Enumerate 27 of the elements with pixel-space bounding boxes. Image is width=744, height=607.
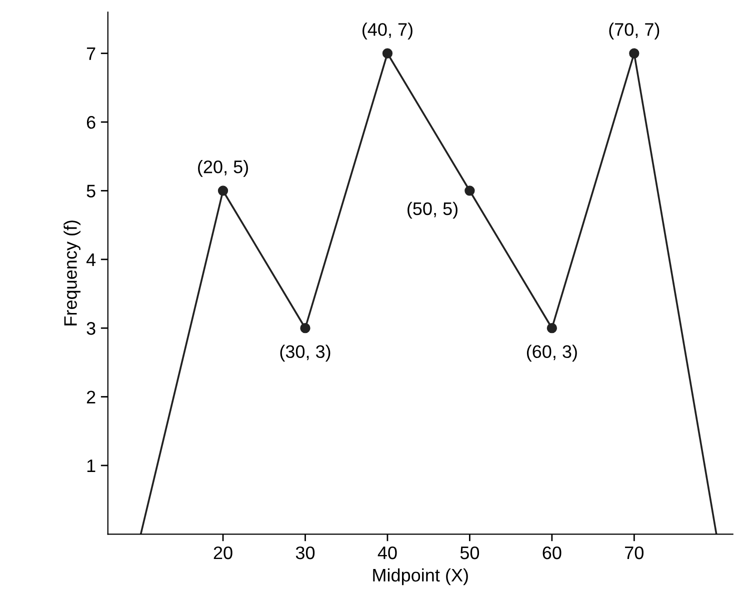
x-tick-label: 40 (378, 546, 397, 560)
point (218, 186, 228, 196)
y-tick-label: 5 (86, 184, 96, 198)
point (300, 323, 310, 334)
x-tick-label: 30 (296, 546, 315, 560)
x-axis-title: Midpoint (X) (373, 568, 468, 586)
annotation: (30, 3) (280, 344, 330, 362)
x-tick-label: 70 (625, 546, 644, 560)
point (382, 48, 393, 58)
x-tick-label: 20 (214, 546, 232, 560)
point (546, 323, 558, 334)
x-tick-label: 60 (542, 546, 562, 560)
y-tick-label: 6 (86, 116, 96, 129)
x-tick-label: 50 (460, 546, 480, 560)
y-tick-label: 1 (87, 460, 96, 472)
annotation: (20, 5) (198, 160, 248, 177)
point (629, 48, 640, 58)
annotation: (40, 7) (362, 22, 412, 40)
annotation: (50, 5) (408, 202, 458, 219)
y-tick-label: 2 (86, 390, 96, 404)
y-tick-label: 3 (86, 322, 96, 335)
annotation: (70, 7) (609, 22, 660, 40)
y-tick-label: 7 (86, 47, 96, 60)
y-axis-title: Frequency (f) (64, 220, 80, 326)
y-tick-label: 4 (86, 254, 96, 266)
annotation: (60, 3) (526, 344, 577, 362)
point (464, 186, 475, 196)
